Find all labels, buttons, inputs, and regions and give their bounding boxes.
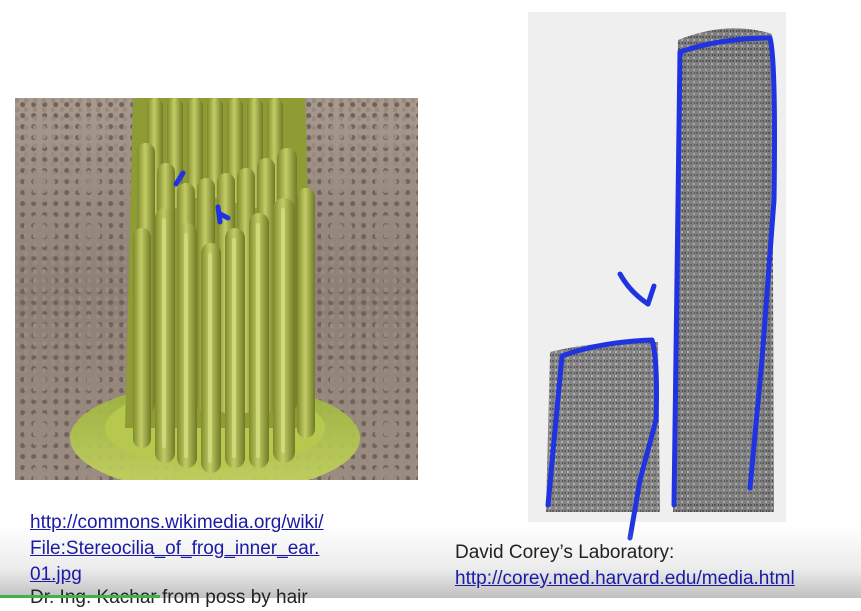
slide: http://commons.wikimedia.org/wiki/ File:…: [0, 12, 861, 608]
link-line-3: 01.jpg: [30, 564, 82, 585]
tem-stereocilia-image: [528, 12, 786, 522]
video-progress-bar[interactable]: [0, 595, 160, 598]
corey-lab-link[interactable]: http://corey.med.harvard.edu/media.html: [455, 568, 795, 589]
wikimedia-link[interactable]: http://commons.wikimedia.org/wiki/ File:…: [30, 512, 324, 585]
link-line-1: http://commons.wikimedia.org/wiki/: [30, 512, 324, 533]
link-line-2: File:Stereocilia_of_frog_inner_ear.: [30, 538, 320, 559]
cutoff-caption-text: Dr. Ing. Kachar from poss by hair: [30, 587, 308, 608]
stereocilia-micrograph: [15, 98, 418, 480]
left-caption: http://commons.wikimedia.org/wiki/ File:…: [30, 510, 390, 608]
credit-text: David Corey’s Laboratory:: [455, 542, 675, 563]
right-caption: David Corey’s Laboratory: http://corey.m…: [455, 540, 855, 592]
